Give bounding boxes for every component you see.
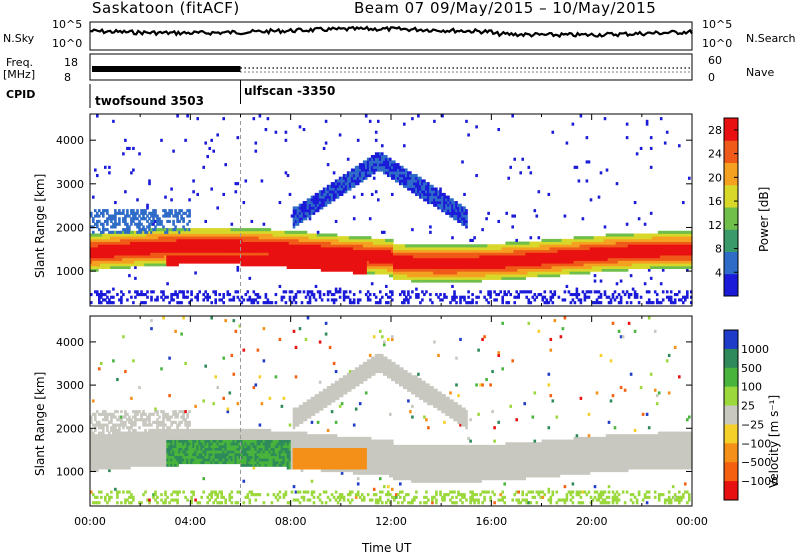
nave-tick-bottom: 0 [708, 72, 715, 83]
power-colorbar-tick-label: 12 [708, 219, 722, 232]
freq-panel [90, 54, 692, 80]
cpid-program-ulfscan: ulfscan -3350 [244, 85, 335, 97]
time-tick-label: 00:00 [74, 515, 106, 528]
velocity-colorbar-tick-label: 1000 [741, 343, 769, 356]
nsky-panel [90, 22, 692, 50]
nsky-tick-top: 10^5 [52, 19, 82, 30]
velocity-ytick-label: 4000 [56, 336, 84, 349]
cpid-label: CPID [6, 89, 35, 100]
velocity-panel: 1000 2000 3000 4000 00:00 04:00 08:00 12:00 16:0… [56, 316, 708, 528]
velocity-colorbar-swatch [724, 330, 738, 349]
freq-tick-bottom: 8 [64, 72, 71, 83]
nave-label: Nave [746, 67, 774, 78]
power-colorbar-swatch [724, 207, 738, 230]
time-axis-label: Time UT [362, 542, 411, 554]
power-colorbar-swatch [724, 140, 738, 163]
velocity-colorbar-swatch [724, 387, 738, 406]
velocity-ytick-label: 2000 [56, 422, 84, 435]
time-tick-label: 16:00 [475, 515, 507, 528]
time-tick-label: 20:00 [576, 515, 608, 528]
velocity-colorbar-tick-label: 100 [741, 381, 762, 394]
power-ylabel: Slant Range [km] [34, 174, 46, 278]
power-colorbar-tick-label: 24 [708, 148, 722, 161]
station-title: Saskatoon (fitACF) [92, 1, 240, 16]
power-cells [90, 114, 693, 304]
velocity-colorbar-swatch [724, 443, 738, 462]
power-colorbar: 4 8 12 16 20 24 28 [708, 118, 738, 297]
velocity-colorbar-tick-label: −25 [741, 418, 764, 431]
power-colorbar-swatch [724, 185, 738, 208]
power-colorbar-tick-label: 16 [708, 195, 722, 208]
cpid-program-twofsound: twofsound 3503 [95, 95, 204, 107]
time-tick-label: 12:00 [375, 515, 407, 528]
velocity-ytick-label: 3000 [56, 379, 84, 392]
nsky-trace [90, 27, 692, 37]
velocity-colorbar-swatch [724, 481, 738, 500]
freq-tick-top: 18 [64, 57, 78, 68]
power-colorbar-tick-label: 20 [708, 171, 722, 184]
velocity-cells [90, 316, 693, 504]
power-ytick-label: 2000 [56, 221, 84, 234]
nsky-tick-bottom: 10^0 [52, 38, 82, 49]
freq-label-line1: Freq. [6, 57, 33, 68]
velocity-colorbar-swatch [724, 368, 738, 387]
velocity-colorbar-swatch [724, 406, 738, 425]
power-ytick-label: 4000 [56, 134, 84, 147]
freq-band-twofsound [92, 66, 241, 72]
velocity-colorbar-swatch [724, 349, 738, 368]
nsky-label: N.Sky [3, 33, 34, 44]
nsearch-label: N.Search [746, 33, 796, 44]
power-colorbar-swatch [724, 252, 738, 275]
nave-tick-top: 60 [708, 55, 722, 66]
nsearch-tick-bottom: 10^0 [702, 38, 732, 49]
velocity-colorbar-label: Velocity [m s⁻¹] [768, 395, 780, 488]
velocity-colorbar-swatch [724, 462, 738, 481]
power-colorbar-swatch [724, 163, 738, 186]
time-tick-label: 08:00 [275, 515, 307, 528]
velocity-colorbar-swatch [724, 424, 738, 443]
velocity-colorbar-tick-label: 500 [741, 362, 762, 375]
power-colorbar-tick-label: 8 [715, 243, 722, 256]
time-tick-label: 00:00 [676, 515, 708, 528]
time-tick-label: 04:00 [174, 515, 206, 528]
nsearch-tick-top: 10^5 [702, 19, 732, 30]
power-panel: 1000 2000 3000 4000 [56, 114, 693, 306]
power-ytick-label: 1000 [56, 265, 84, 278]
freq-label-line2: [MHz] [3, 69, 35, 80]
power-ytick-label: 3000 [56, 178, 84, 191]
velocity-ylabel: Slant Range [km] [34, 372, 46, 476]
power-colorbar-tick-label: 4 [715, 266, 722, 279]
power-colorbar-swatch [724, 274, 738, 297]
power-colorbar-tick-label: 28 [708, 124, 722, 137]
velocity-colorbar-tick-label: 25 [741, 400, 755, 413]
beam-dates-title: Beam 07 09/May/2015 – 10/May/2015 [354, 1, 656, 16]
power-colorbar-label: Power [dB] [758, 187, 770, 252]
velocity-ytick-label: 1000 [56, 465, 84, 478]
